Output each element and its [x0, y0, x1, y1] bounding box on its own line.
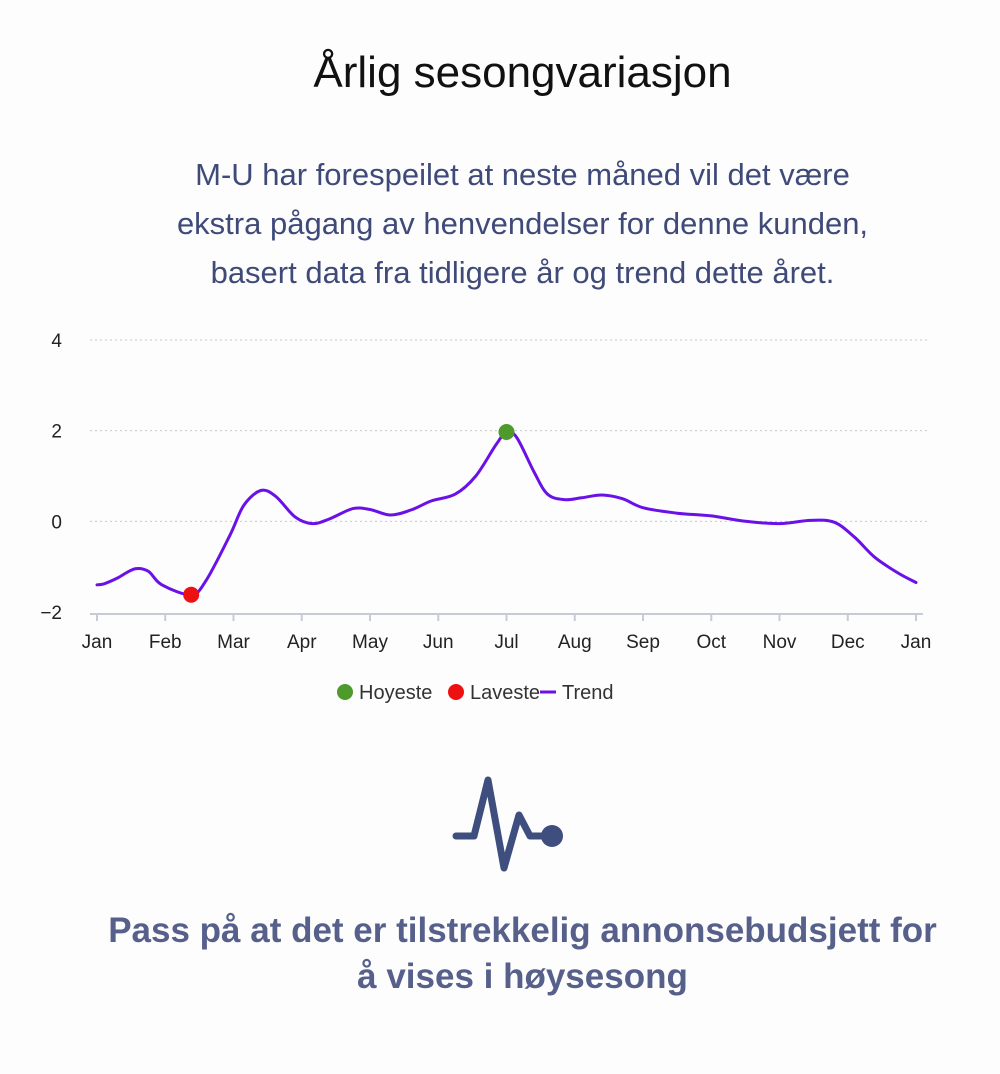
y-tick-label: 0 — [51, 512, 62, 533]
x-tick-label: Jul — [494, 632, 518, 653]
x-tick-label: Feb — [149, 632, 182, 653]
description-line-2: ekstra pågang av henvendelser for denne … — [176, 206, 869, 241]
x-tick-label: Apr — [287, 632, 317, 653]
seasonal-line-chart: 4 2 0 −2 Jan Feb Mar Apr May Jun Jul Aug Sep Oct Nov D… — [40, 331, 932, 704]
cta-line-1: Pass på at det er tilstrekkelig annonseb… — [108, 911, 937, 950]
x-tick-label: Sep — [626, 632, 660, 653]
legend-label: Laveste — [470, 682, 540, 704]
x-tick-label: May — [352, 632, 388, 653]
chart-legend: Hoyeste Laveste Trend — [337, 682, 614, 704]
y-axis-ticks: 4 2 0 −2 — [40, 331, 62, 624]
x-tick-label: Oct — [696, 632, 726, 653]
x-tick-label: Dec — [831, 632, 865, 653]
page-title: Årlig sesongvariasjon — [313, 48, 732, 97]
y-tick-label: 2 — [51, 422, 62, 443]
y-tick-label: −2 — [40, 603, 62, 624]
description-line-3: basert data fra tidligere år og trend de… — [210, 255, 835, 290]
description-line-1: M-U har forespeilet at neste måned vil d… — [195, 157, 850, 192]
x-tick-label: Jan — [82, 632, 113, 653]
trend-line — [95, 429, 918, 597]
x-tick-label: Aug — [558, 632, 592, 653]
legend-swatch — [337, 684, 353, 700]
legend-label: Hoyeste — [359, 682, 432, 704]
data-markers — [183, 424, 515, 603]
marker-hoyeste — [498, 424, 515, 441]
marker-laveste — [183, 586, 200, 603]
x-axis-ticks: Jan Feb Mar Apr May Jun Jul Aug Sep Oct Nov Dec Jan — [82, 614, 932, 653]
heartbeat-pulse-icon — [452, 776, 563, 872]
x-tick-label: Jun — [423, 632, 454, 653]
x-tick-label: Mar — [217, 632, 250, 653]
call-to-action: Pass på at det er tilstrekkelig annonseb… — [0, 908, 1000, 1000]
description: M-U har forespeilet at neste måned vil d… — [0, 150, 1000, 297]
y-tick-label: 4 — [51, 331, 62, 352]
legend-label: Trend — [562, 682, 614, 704]
x-tick-label: Jan — [901, 632, 932, 653]
pulse-dot — [541, 825, 563, 847]
legend-swatch — [448, 684, 464, 700]
x-tick-label: Nov — [763, 632, 797, 653]
pulse-wave — [452, 776, 554, 872]
cta-line-2: å vises i høysesong — [357, 957, 688, 996]
